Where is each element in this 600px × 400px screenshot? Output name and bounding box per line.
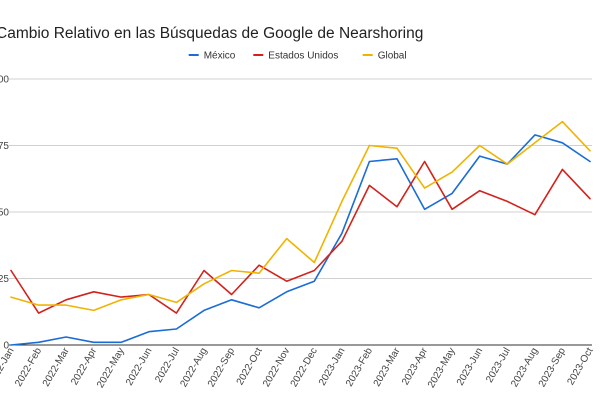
x-tick-label: 2022-Jul [153, 346, 182, 385]
series-line [10, 160, 591, 314]
x-tick-label: 2023-Oct [566, 346, 596, 387]
legend: México Estados Unidos Global [188, 51, 407, 62]
chart-title: Cambio Relativo en las Búsquedas de Goog… [0, 25, 423, 42]
legend-label: Global [378, 51, 407, 62]
legend-label: México [204, 51, 236, 62]
y-axis: 0 25 50 75 100 [0, 75, 9, 352]
y-tick-label: 0 [3, 341, 9, 352]
x-tick-label: 2022-Jun [124, 346, 154, 388]
x-tick-label: 2022-Mar [41, 345, 72, 388]
y-tick-label: 100 [0, 75, 9, 86]
x-tick-label: 2023-Sep [537, 346, 568, 389]
plot-area [10, 120, 591, 346]
x-tick-label: 2023-Feb [344, 346, 375, 389]
series-line [10, 134, 591, 346]
legend-label: Estados Unidos [268, 51, 338, 62]
x-tick-label: 2022-Feb [13, 346, 44, 389]
x-tick-label: 2022-Nov [261, 346, 292, 389]
legend-item: México [188, 51, 236, 62]
x-tick-label: 2022-Apr [69, 345, 99, 387]
legend-item: Global [362, 51, 407, 62]
x-axis: 2022-Jan2022-Feb2022-Mar2022-Apr2022-May… [0, 345, 596, 390]
y-tick-label: 50 [0, 208, 9, 219]
x-tick-label: 2022-May [95, 346, 127, 390]
x-tick-label: 2022-Dec [289, 346, 320, 389]
y-tick-label: 75 [0, 141, 9, 152]
series-line [10, 120, 591, 312]
x-tick-label: 2022-Oct [235, 346, 265, 387]
x-tick-label: 2023-Jun [455, 346, 485, 388]
x-tick-label: 2023-Aug [509, 346, 540, 389]
y-tick-label: 25 [0, 274, 9, 285]
grid [9, 78, 592, 346]
legend-item: Estados Unidos [253, 51, 338, 62]
x-tick-label: 2023-Jan [317, 346, 347, 388]
x-tick-label: 2023-Jul [484, 346, 513, 385]
x-tick-label: 2023-Mar [372, 345, 403, 388]
x-tick-label: 2023-May [426, 346, 458, 390]
x-tick-label: 2022-Sep [206, 346, 237, 389]
x-tick-label: 2022-Aug [178, 346, 209, 389]
x-tick-label: 2023-Apr [400, 345, 430, 387]
